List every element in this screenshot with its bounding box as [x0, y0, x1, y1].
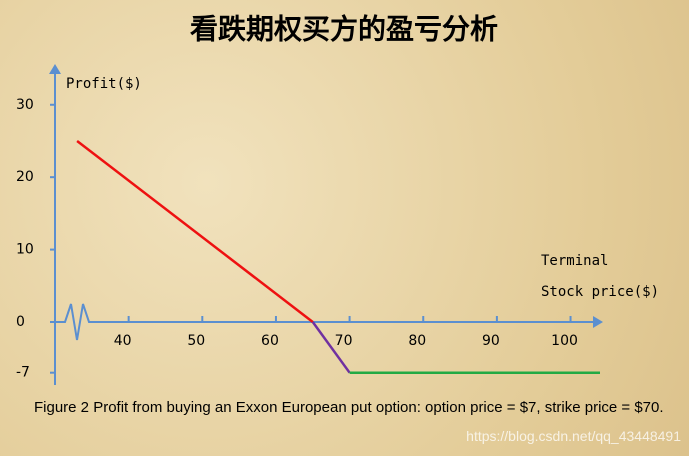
y-axis-label: Profit($) [66, 76, 142, 92]
watermark: https://blog.csdn.net/qq_43448491 [466, 428, 681, 444]
y-tick-label: 0 [16, 314, 25, 330]
x-tick-label: 90 [482, 333, 500, 349]
line [76, 139, 314, 323]
y-arrow [49, 64, 61, 74]
y-tick-label: 30 [16, 97, 34, 113]
x-tick-label: 100 [551, 333, 578, 349]
caption: Figure 2 Profit from buying an Exxon Eur… [34, 399, 664, 416]
y-tick-label: -7 [16, 365, 30, 381]
y-tick-label: 10 [16, 242, 34, 258]
x-axis-label: Terminal [541, 253, 608, 269]
x-tick-label: 80 [408, 333, 426, 349]
line [311, 321, 351, 374]
y-tick-label: 20 [16, 169, 34, 185]
x-arrow [593, 316, 603, 328]
x-tick-label: 40 [114, 333, 132, 349]
x-tick-label: 60 [261, 333, 279, 349]
x-tick-label: 50 [187, 333, 205, 349]
x-axis [55, 303, 595, 341]
x-axis-label: Stock price($) [541, 284, 659, 300]
chart-title: 看跌期权买方的盈亏分析 [190, 13, 498, 46]
x-tick-label: 70 [335, 333, 353, 349]
